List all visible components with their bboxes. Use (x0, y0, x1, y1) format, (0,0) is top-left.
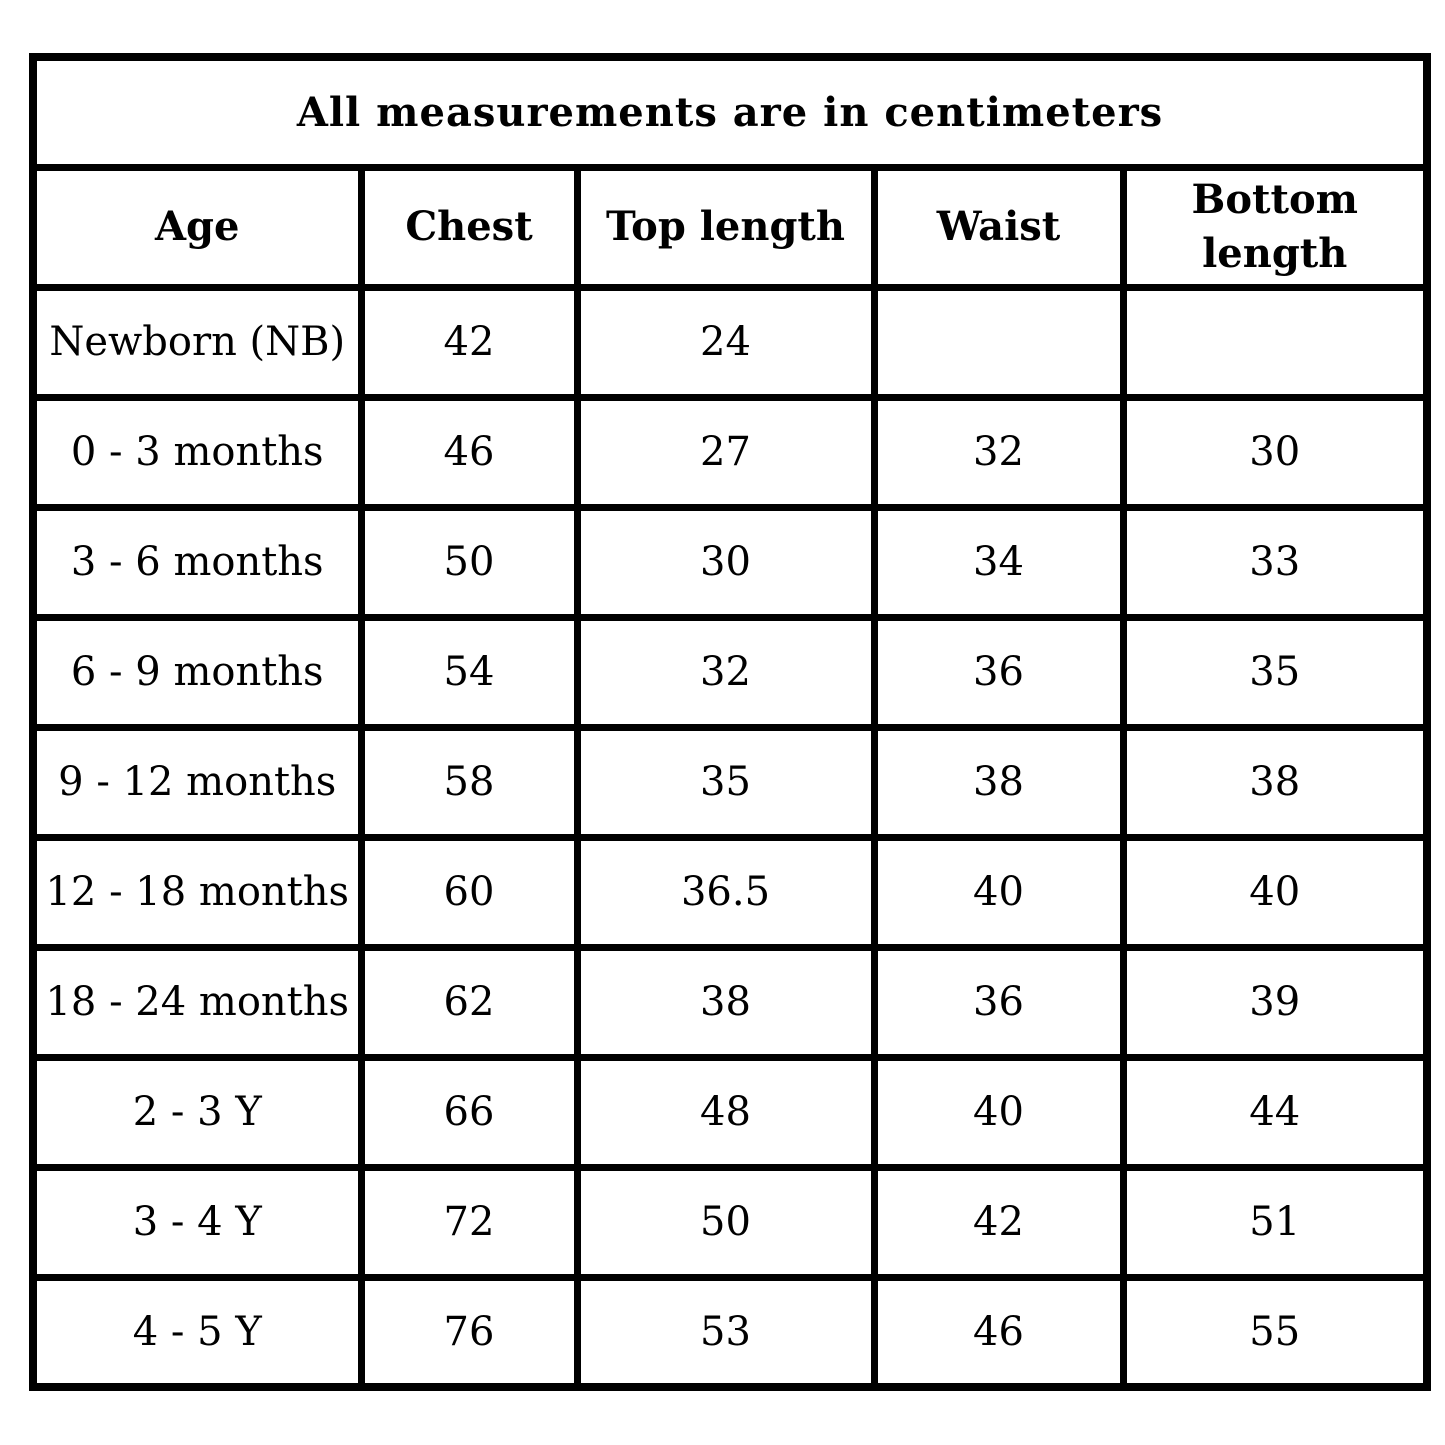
table-row: 3 - 4 Y 72 50 42 51 (29, 1163, 1431, 1281)
age-cell: 9 - 12 months (29, 723, 365, 841)
chest-cell: 60 (357, 833, 581, 951)
waist-cell: 40 (870, 833, 1127, 951)
top-length-cell: 35 (573, 723, 878, 841)
column-header-waist: Waist (870, 163, 1127, 291)
top-length-cell: 27 (573, 393, 878, 511)
chest-cell: 72 (357, 1163, 581, 1281)
bottom-length-cell: 39 (1119, 943, 1431, 1061)
top-length-cell: 36.5 (573, 833, 878, 951)
waist-cell: 32 (870, 393, 1127, 511)
age-cell: 12 - 18 months (29, 833, 365, 951)
table-row: 12 - 18 months 60 36.5 40 40 (29, 833, 1431, 951)
chest-cell: 62 (357, 943, 581, 1061)
column-header-bottom-length-label: Bottom length (1191, 176, 1358, 277)
column-header-top-length: Top length (573, 163, 878, 291)
age-cell: 2 - 3 Y (29, 1053, 365, 1171)
waist-cell: 36 (870, 943, 1127, 1061)
chest-cell: 66 (357, 1053, 581, 1171)
table-row: 3 - 6 months 50 30 34 33 (29, 503, 1431, 621)
age-cell: 3 - 4 Y (29, 1163, 365, 1281)
chest-cell: 46 (357, 393, 581, 511)
table-row: 4 - 5 Y 76 53 46 55 (29, 1273, 1431, 1391)
table-row: 18 - 24 months 62 38 36 39 (29, 943, 1431, 1061)
waist-cell: 36 (870, 613, 1127, 731)
top-length-cell: 30 (573, 503, 878, 621)
bottom-length-cell: 40 (1119, 833, 1431, 951)
bottom-length-cell: 44 (1119, 1053, 1431, 1171)
age-cell: 3 - 6 months (29, 503, 365, 621)
waist-cell (870, 283, 1127, 401)
table-row: 6 - 9 months 54 32 36 35 (29, 613, 1431, 731)
table-header-row: Age Chest Top length Waist Bottom length (29, 163, 1431, 291)
top-length-cell: 32 (573, 613, 878, 731)
bottom-length-cell: 38 (1119, 723, 1431, 841)
chest-cell: 50 (357, 503, 581, 621)
waist-cell: 34 (870, 503, 1127, 621)
age-cell: 18 - 24 months (29, 943, 365, 1061)
bottom-length-cell: 30 (1119, 393, 1431, 511)
age-cell: 0 - 3 months (29, 393, 365, 511)
column-header-bottom-length: Bottom length (1119, 163, 1431, 291)
chest-cell: 42 (357, 283, 581, 401)
waist-cell: 46 (870, 1273, 1127, 1391)
table-row: 2 - 3 Y 66 48 40 44 (29, 1053, 1431, 1171)
table-title: All measurements are in centimeters (29, 53, 1431, 171)
chest-cell: 76 (357, 1273, 581, 1391)
age-cell: Newborn (NB) (29, 283, 365, 401)
top-length-cell: 53 (573, 1273, 878, 1391)
chest-cell: 54 (357, 613, 581, 731)
top-length-cell: 24 (573, 283, 878, 401)
age-cell: 4 - 5 Y (29, 1273, 365, 1391)
waist-cell: 42 (870, 1163, 1127, 1281)
table-row: 0 - 3 months 46 27 32 30 (29, 393, 1431, 511)
waist-cell: 40 (870, 1053, 1127, 1171)
chest-cell: 58 (357, 723, 581, 841)
table-row: Newborn (NB) 42 24 (29, 283, 1431, 401)
bottom-length-cell: 55 (1119, 1273, 1431, 1391)
size-chart-table: All measurements are in centimeters Age … (29, 53, 1431, 1391)
bottom-length-cell: 33 (1119, 503, 1431, 621)
size-chart: All measurements are in centimeters Age … (29, 53, 1431, 1391)
table-title-row: All measurements are in centimeters (29, 53, 1431, 171)
column-header-age: Age (29, 163, 365, 291)
age-cell: 6 - 9 months (29, 613, 365, 731)
waist-cell: 38 (870, 723, 1127, 841)
bottom-length-cell: 35 (1119, 613, 1431, 731)
bottom-length-cell: 51 (1119, 1163, 1431, 1281)
top-length-cell: 48 (573, 1053, 878, 1171)
top-length-cell: 50 (573, 1163, 878, 1281)
column-header-chest: Chest (357, 163, 581, 291)
table-row: 9 - 12 months 58 35 38 38 (29, 723, 1431, 841)
top-length-cell: 38 (573, 943, 878, 1061)
bottom-length-cell (1119, 283, 1431, 401)
